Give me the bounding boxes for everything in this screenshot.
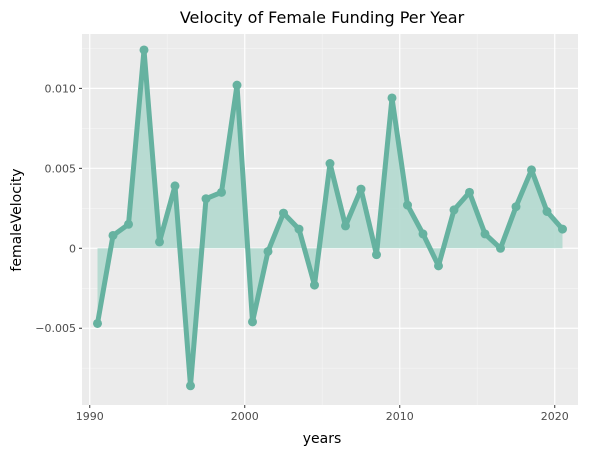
point-layer [93,45,567,391]
data-point [263,246,273,256]
x-axis-ticks: 1990 2000 2010 2020 [76,405,569,423]
data-point [124,219,133,229]
y-tick-label: 0.005 [45,162,77,175]
x-tick-label: 1990 [76,410,104,423]
y-axis-ticks: −0.005 0 0.005 0.010 [35,82,82,335]
data-point [480,229,490,239]
data-point [279,208,288,218]
data-point [325,159,335,169]
y-axis-title: femaleVelocity [9,168,25,271]
data-point [387,93,397,103]
data-point [542,207,552,217]
area-layer [97,49,563,386]
y-tick-label: −0.005 [35,322,76,335]
data-point [372,250,381,260]
data-point [294,224,304,234]
data-point [139,45,149,55]
data-point [403,200,412,210]
data-point [186,381,195,391]
data-point [170,181,180,191]
x-axis-title: years [303,431,342,447]
velocity-area [97,49,563,386]
y-tick-label: 0 [69,242,76,255]
data-point [217,187,226,197]
data-point [418,229,428,239]
chart-title: Velocity of Female Funding Per Year [180,8,465,27]
x-tick-label: 2000 [231,410,259,423]
data-point [93,318,102,328]
data-point [310,280,319,290]
y-tick-label: 0.010 [45,82,77,95]
data-point [434,261,443,271]
data-point [232,80,242,90]
data-point [558,224,567,234]
data-point [511,202,521,212]
data-point [527,165,536,175]
data-point [496,243,505,253]
data-point [155,237,164,247]
data-point [341,221,350,231]
data-point [248,317,257,327]
data-point [201,194,211,204]
data-point [356,184,366,194]
x-tick-label: 2020 [541,410,569,423]
data-point [449,205,459,215]
data-point [465,187,474,197]
x-tick-label: 2010 [386,410,414,423]
data-point [108,230,118,240]
